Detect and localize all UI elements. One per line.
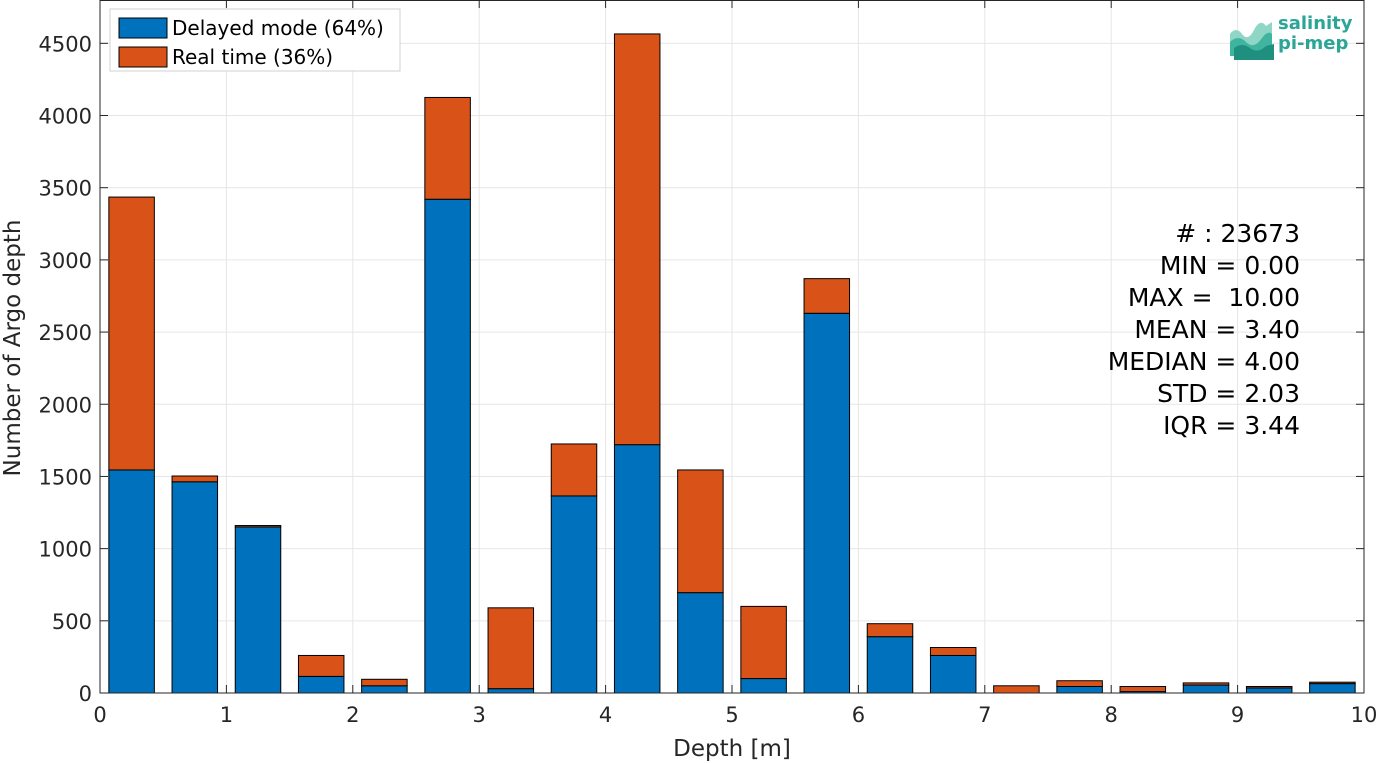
bar-realtime <box>1245 686 1293 689</box>
legend-swatch-realtime <box>118 46 168 68</box>
x-axis-label: Depth [m] <box>673 736 791 762</box>
stat-std: STD = 2.03 <box>1157 379 1300 408</box>
y-tick-label: 0 <box>79 682 92 706</box>
stat-count: # : 23673 <box>1175 219 1300 248</box>
x-tick-label: 6 <box>852 703 865 727</box>
stat-median: MEDIAN = 4.00 <box>1107 347 1300 376</box>
bar-delayed <box>803 312 851 694</box>
tick-labels: 0 1 2 3 4 5 6 7 8 9 10 0 500 1000 1500 2000 2500 3000 3500… <box>39 32 1378 727</box>
y-axis-label: Number of Argo depth <box>0 220 26 477</box>
bar-realtime <box>361 678 408 687</box>
x-tick-label: 3 <box>473 703 486 727</box>
bar-delayed <box>1309 683 1356 694</box>
x-tick-label: 7 <box>978 703 991 727</box>
bar-realtime <box>108 196 155 471</box>
bar-delayed <box>550 495 598 694</box>
logo-text: salinity pi-mep <box>1278 14 1353 54</box>
x-tick-label: 8 <box>1105 703 1118 727</box>
y-tick-label: 1500 <box>39 465 92 489</box>
y-tick-label: 1000 <box>39 538 92 562</box>
logo-line-2: pi-mep <box>1278 33 1349 54</box>
bar-delayed <box>297 675 345 694</box>
legend-swatch-delayed <box>118 17 168 39</box>
bar-realtime <box>550 443 598 497</box>
stat-mean: MEAN = 3.40 <box>1134 315 1300 344</box>
y-tick-label: 2500 <box>39 321 92 345</box>
legend: Delayed mode (64%) Real time (36%) <box>109 8 401 72</box>
statistics-annotation: # : 23673 MIN = 0.00 MAX = 10.00 MEAN = … <box>1108 218 1300 442</box>
salinity-pimep-logo: salinity pi-mep <box>1226 12 1358 64</box>
bar-realtime <box>803 278 851 314</box>
x-tick-label: 2 <box>346 703 359 727</box>
bar-realtime <box>740 605 787 680</box>
bar-delayed <box>487 688 535 694</box>
bar-realtime <box>487 607 535 690</box>
bar-realtime <box>297 654 345 677</box>
logo-line-1: salinity <box>1278 13 1353 34</box>
bar-delayed <box>171 481 219 694</box>
bar-realtime <box>677 469 724 594</box>
bar-delayed <box>234 526 282 694</box>
bar-delayed <box>424 198 471 694</box>
bar-delayed <box>613 444 661 694</box>
bar-realtime <box>1119 686 1167 693</box>
x-tick-label: 1 <box>220 703 233 727</box>
x-tick-label: 0 <box>93 703 106 727</box>
x-tick-label: 5 <box>725 703 738 727</box>
bar-realtime <box>993 685 1040 694</box>
stat-min: MIN = 0.00 <box>1159 251 1300 280</box>
y-tick-label: 3000 <box>39 249 92 273</box>
bar-realtime <box>866 623 914 638</box>
x-tick-label: 4 <box>599 703 612 727</box>
y-tick-label: 3500 <box>39 177 92 201</box>
legend-label-realtime: Real time (36%) <box>172 45 333 69</box>
y-tick-label: 4000 <box>39 105 92 129</box>
bar-realtime <box>1309 681 1356 685</box>
stat-max: MAX = 10.00 <box>1127 283 1300 312</box>
bar-realtime <box>1182 682 1230 686</box>
axes <box>99 0 1365 694</box>
bar-delayed <box>740 678 787 694</box>
wave-logo-icon <box>1230 22 1274 60</box>
bar-realtime <box>613 33 661 446</box>
bar-realtime <box>1056 680 1103 688</box>
bar-delayed <box>866 636 914 694</box>
bars <box>108 33 1356 694</box>
stat-iqr: IQR = 3.44 <box>1163 411 1300 440</box>
x-tick-label: 9 <box>1231 703 1244 727</box>
bar-delayed <box>1245 687 1293 694</box>
bar-delayed <box>361 685 408 694</box>
y-tick-label: 500 <box>52 610 92 634</box>
x-tick-label: 10 <box>1351 703 1378 727</box>
bar-realtime <box>234 525 282 528</box>
bar-realtime <box>171 475 219 483</box>
bar-realtime <box>929 647 977 656</box>
bar-delayed <box>108 469 155 694</box>
bar-delayed <box>677 592 724 694</box>
bar-delayed <box>1182 684 1230 694</box>
bar-delayed <box>1056 686 1103 694</box>
y-tick-label: 4500 <box>39 32 92 56</box>
bar-delayed <box>929 654 977 694</box>
y-tick-label: 2000 <box>39 393 92 417</box>
legend-label-delayed: Delayed mode (64%) <box>172 16 384 40</box>
bar-realtime <box>424 96 471 200</box>
